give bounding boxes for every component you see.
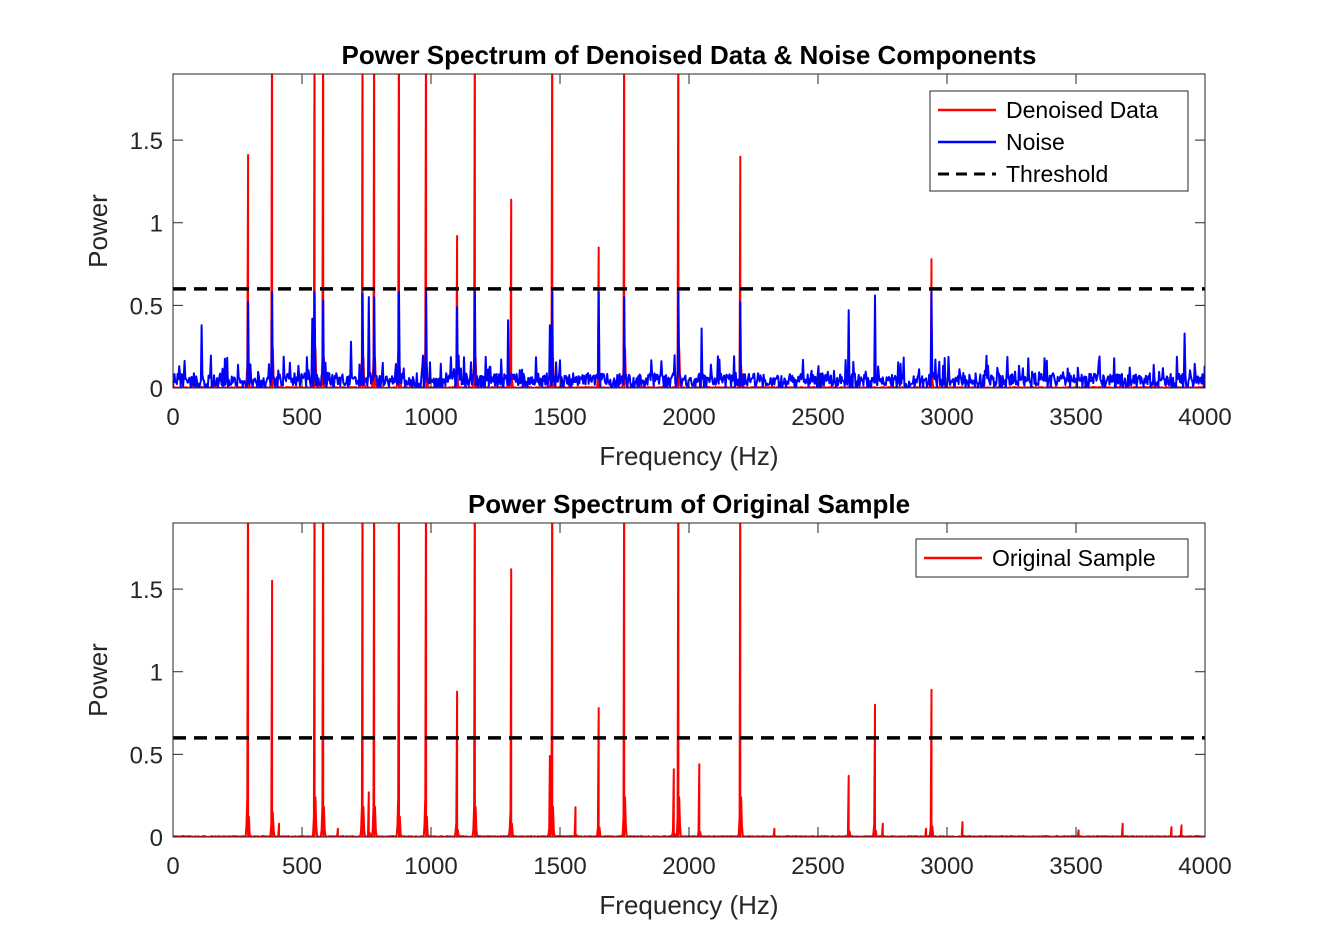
y-tick-label: 1	[150, 211, 163, 238]
x-tick-label: 3500	[1049, 404, 1102, 431]
x-tick-label: 0	[166, 853, 179, 880]
x-tick-label: 500	[282, 853, 322, 880]
x-tick-label: 500	[282, 404, 322, 431]
y-axis-label-denoised: Power	[83, 194, 113, 268]
x-tick-label: 3500	[1049, 853, 1102, 880]
legend-label-noise: Noise	[1006, 129, 1065, 155]
x-tick-label: 2500	[791, 853, 844, 880]
subplot-denoised: 0 500 1000 1500 2000 2500 3000 3500 4000 0 0.5 1 1.5…	[83, 40, 1232, 471]
y-tick-label: 0	[150, 825, 163, 852]
x-tick-label: 3000	[920, 853, 973, 880]
legend-label-denoised-data: Denoised Data	[1006, 97, 1158, 123]
chart-title-original: Power Spectrum of Original Sample	[468, 489, 910, 519]
legend-label-threshold: Threshold	[1006, 161, 1108, 187]
x-tick-label: 4000	[1178, 404, 1231, 431]
y-axis-label-original: Power	[83, 643, 113, 717]
x-tick-label: 1000	[404, 404, 457, 431]
legend-label-original-sample: Original Sample	[992, 545, 1156, 571]
x-axis-label-original: Frequency (Hz)	[599, 890, 778, 920]
ticks-original: 0 500 1000 1500 2000 2500 3000 3500 4000 0 0.5 1 1.5	[130, 523, 1232, 880]
x-tick-label: 1500	[533, 853, 586, 880]
subplot-original: 0 500 1000 1500 2000 2500 3000 3500 4000 0 0.5 1 1.5…	[83, 489, 1232, 920]
ticks-denoised: 0 500 1000 1500 2000 2500 3000 3500 4000 0 0.5 1 1.5	[130, 74, 1232, 431]
y-tick-label: 0.5	[130, 293, 163, 320]
legend-denoised: Denoised Data Noise Threshold	[929, 90, 1189, 192]
legend-original: Original Sample	[915, 538, 1189, 578]
x-tick-label: 1000	[404, 853, 457, 880]
x-tick-label: 0	[166, 404, 179, 431]
x-tick-label: 4000	[1178, 853, 1231, 880]
y-tick-label: 1.5	[130, 128, 163, 155]
x-axis-label-denoised: Frequency (Hz)	[599, 441, 778, 471]
chart-title-denoised: Power Spectrum of Denoised Data & Noise …	[342, 40, 1037, 70]
x-tick-label: 1500	[533, 404, 586, 431]
x-tick-label: 3000	[920, 404, 973, 431]
x-tick-label: 2500	[791, 404, 844, 431]
y-tick-label: 0	[150, 376, 163, 403]
y-tick-label: 0.5	[130, 742, 163, 769]
y-tick-label: 1	[150, 660, 163, 687]
x-tick-label: 2000	[662, 404, 715, 431]
x-tick-label: 2000	[662, 853, 715, 880]
y-tick-label: 1.5	[130, 577, 163, 604]
